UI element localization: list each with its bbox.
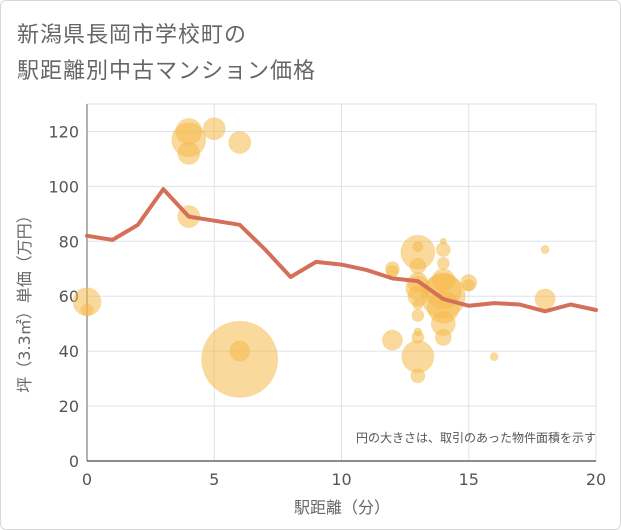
- y-tick-label: 0: [69, 452, 79, 471]
- data-bubble: [412, 241, 424, 253]
- y-tick-label: 100: [48, 177, 79, 196]
- data-bubble: [177, 141, 201, 165]
- data-bubble: [409, 257, 427, 275]
- data-bubble: [439, 237, 447, 245]
- data-bubble: [431, 268, 455, 292]
- y-tick-label: 80: [59, 232, 79, 251]
- bubble-size-note: 円の大きさは、取引のあった物件面積を示す: [356, 430, 596, 445]
- x-tick-label: 15: [459, 470, 479, 489]
- x-axis-label: 駅距離（分）: [294, 498, 390, 517]
- data-bubble: [412, 298, 424, 310]
- data-bubble: [202, 117, 226, 141]
- data-bubble: [462, 278, 476, 292]
- data-bubble: [80, 303, 94, 317]
- y-tick-label: 40: [59, 342, 79, 361]
- data-bubble: [489, 352, 499, 362]
- data-bubble: [411, 308, 425, 322]
- bubbles: [72, 117, 556, 398]
- data-bubble: [401, 340, 435, 374]
- data-bubble: [534, 288, 556, 310]
- average-line: [85, 187, 598, 314]
- x-tick-label: 5: [209, 470, 219, 489]
- data-bubble: [228, 130, 252, 154]
- x-tick-label: 20: [586, 470, 606, 489]
- data-bubble: [229, 340, 251, 362]
- data-bubble: [175, 117, 203, 145]
- y-tick-label: 120: [48, 122, 79, 141]
- data-bubble: [381, 329, 403, 351]
- x-tick-label: 0: [82, 470, 92, 489]
- data-bubble: [436, 256, 450, 270]
- series-line: [85, 187, 598, 314]
- data-bubble: [434, 328, 452, 346]
- chart-title-line2: 駅距離別中古マンション価格: [17, 59, 317, 84]
- data-bubble: [413, 327, 423, 337]
- data-bubble: [540, 245, 550, 255]
- y-tick-label: 20: [59, 397, 79, 416]
- grid: [86, 103, 597, 462]
- x-tick-label: 10: [331, 470, 351, 489]
- data-bubble: [410, 368, 426, 384]
- y-axis-label: 坪（3.3㎡）単価（万円）: [15, 207, 34, 392]
- chart-title-line1: 新潟県長岡市学校町の: [17, 23, 248, 48]
